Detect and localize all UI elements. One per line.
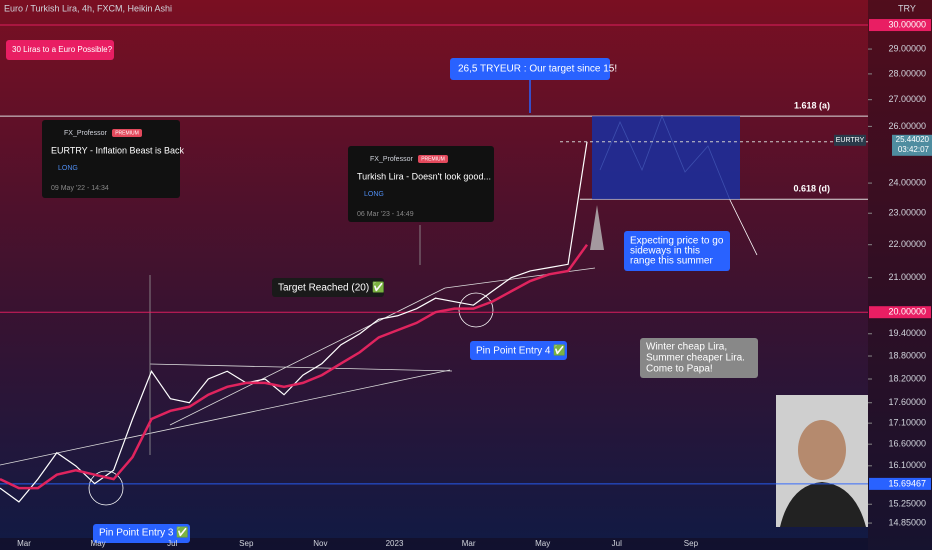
y-tick-label: 16.60000: [888, 439, 926, 449]
idea-badge: PREMIUM: [115, 130, 139, 136]
idea-direction: LONG: [58, 165, 78, 172]
y-tick-label: 19.40000: [888, 328, 926, 338]
idea-title: EURTRY - Inflation Beast is Back: [51, 145, 185, 155]
current-tag: [892, 134, 932, 156]
price-tag-label: 30.00000: [888, 19, 926, 29]
callout: [640, 338, 758, 378]
y-tick-label: 18.20000: [888, 373, 926, 383]
x-tick-label: Jul: [167, 539, 177, 548]
y-tick-label: 27.00000: [888, 94, 926, 104]
price-tag-label: 15.69467: [888, 478, 926, 488]
x-tick-label: Sep: [684, 539, 699, 548]
y-tick-label: 24.00000: [888, 177, 926, 187]
callout-text: Pin Point Entry 3 ✅: [99, 526, 189, 539]
price-tag-label: 20.00000: [888, 307, 926, 317]
y-tick-label: 23.00000: [888, 208, 926, 218]
idea-card: [348, 146, 494, 222]
symbol-tag: [834, 134, 866, 146]
arrow: [590, 205, 604, 250]
callout: [470, 341, 567, 360]
y-tick-label: 14.85000: [888, 517, 926, 527]
idea-author: FX_Professor: [64, 130, 107, 137]
idea-date: 06 Mar '23 - 14:49: [357, 211, 414, 218]
idea-author: FX_Professor: [370, 156, 413, 163]
callout: [450, 58, 610, 80]
level-label: 0.618 (d): [793, 184, 830, 194]
y-tick-label: 17.10000: [888, 418, 926, 428]
x-tick-label: Mar: [462, 539, 476, 548]
photo-body: [780, 482, 866, 527]
x-tick-label: 2023: [386, 539, 404, 548]
y-tick-label: 21.00000: [888, 272, 926, 282]
callout-text: range this summer: [630, 256, 713, 267]
callout-text: sideways in this: [630, 246, 700, 257]
price-line-series: [0, 243, 589, 490]
callout-text: Summer cheaper Lira.: [646, 353, 745, 364]
callout: [624, 231, 730, 271]
level-label: 1.618 (a): [794, 100, 830, 110]
callout: [93, 524, 190, 543]
y-tick-label: 16.10000: [888, 460, 926, 470]
y-tick-label: 26.00000: [888, 121, 926, 131]
callout-text: Pin Point Entry 4 ✅: [476, 344, 566, 357]
callout-text: Winter cheap Lira,: [646, 342, 727, 353]
currency: TRY: [898, 3, 916, 13]
callout: [6, 40, 114, 60]
y-tick-label: 15.25000: [888, 499, 926, 509]
x-tick-label: Jul: [612, 539, 622, 548]
x-tick-label: May: [91, 539, 106, 548]
price-tag: [869, 477, 931, 490]
callout-text: Target Reached (20) ✅: [278, 281, 384, 294]
countdown: 03:42:07: [898, 145, 930, 154]
x-tick-label: Sep: [239, 539, 254, 548]
callout-text: Come to Papa!: [646, 364, 713, 375]
badge: [418, 155, 448, 163]
callout: [272, 278, 384, 297]
y-tick-label: 17.60000: [888, 397, 926, 407]
idea-badge: PREMIUM: [421, 156, 445, 162]
x-tick-label: Mar: [17, 539, 31, 548]
price-axis: [868, 0, 932, 550]
y-tick-label: 28.00000: [888, 68, 926, 78]
idea-card: [42, 120, 180, 198]
chart-title: Euro / Turkish Lira, 4h, FXCM, Heikin As…: [4, 3, 172, 13]
price-tag: [869, 306, 931, 319]
callout-text: 30 Liras to a Euro Possible?: [12, 45, 113, 54]
target-box: [592, 116, 740, 200]
idea-title: Turkish Lira - Doesn't look good...: [357, 171, 491, 181]
badge: [112, 129, 142, 137]
y-tick-label: 18.80000: [888, 350, 926, 360]
callout-text: Expecting price to go: [630, 236, 724, 247]
symbol: EURTRY: [836, 137, 865, 144]
x-tick-label: May: [535, 539, 550, 548]
photo-face: [798, 420, 846, 480]
price-tag: [869, 19, 931, 32]
y-tick-label: 22.00000: [888, 239, 926, 249]
idea-direction: LONG: [364, 191, 384, 198]
current-price: 25.44020: [896, 135, 930, 144]
callout-text: 26,5 TRYEUR : Our target since 15!: [458, 64, 617, 75]
y-tick-label: 29.00000: [888, 43, 926, 53]
time-axis: [0, 538, 868, 550]
idea-date: 09 May '22 - 14:34: [51, 185, 109, 192]
x-tick-label: Nov: [313, 539, 327, 548]
